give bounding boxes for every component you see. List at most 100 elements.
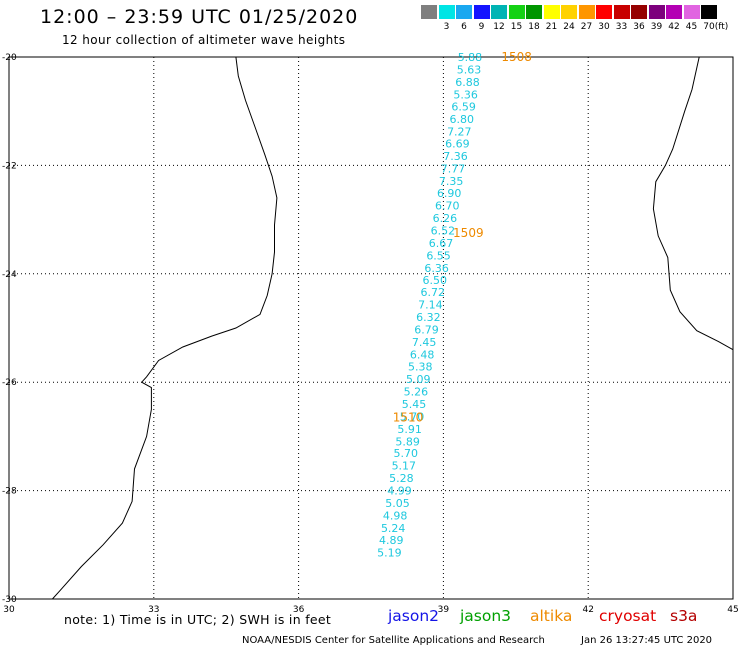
color-swatch	[701, 5, 717, 19]
wave-height-label: 5.09	[406, 373, 431, 386]
wave-height-label: 5.17	[392, 460, 417, 473]
time-label: 1509	[453, 226, 484, 240]
color-swatch	[578, 5, 595, 19]
legend-item-jason2: jason2	[388, 607, 440, 625]
legend-item-altika: altika	[530, 607, 573, 625]
chart-subtitle: 12 hour collection of altimeter wave hei…	[62, 33, 346, 47]
wave-height-label: 5.91	[397, 423, 422, 436]
lon-tick-label: 30	[3, 605, 15, 615]
color-swatch	[631, 5, 647, 19]
lon-tick-label: 33	[148, 605, 159, 615]
footnote: note: 1) Time is in UTC; 2) SWH is in fe…	[64, 612, 332, 627]
altika-track: 5.885.636.885.366.596.807.276.697.367.77…	[377, 51, 482, 559]
wave-height-label: 6.52	[431, 224, 456, 237]
coastline-africa_mainland	[52, 56, 278, 600]
wave-height-label: 6.72	[421, 286, 446, 299]
wave-height-label: 6.80	[449, 113, 474, 126]
time-labels: 1508 1509 1510	[393, 50, 532, 424]
wave-height-label: 4.99	[387, 485, 412, 498]
lat-tick-label: -28	[2, 487, 17, 497]
wave-height-label: 5.19	[377, 546, 402, 559]
legend-item-cryosat: cryosat	[599, 607, 657, 625]
color-scale-tick: 24	[563, 22, 575, 32]
color-scale-unit: (ft)	[714, 22, 729, 32]
color-scale-tick: 12	[493, 22, 505, 32]
color-swatch	[508, 5, 525, 19]
wave-height-label: 7.27	[447, 125, 472, 138]
lat-tick-label: -30	[2, 595, 17, 605]
wave-height-label: 6.32	[416, 311, 441, 324]
color-scale-tick: 39	[650, 22, 663, 32]
wave-height-label: 5.45	[402, 398, 427, 411]
time-label: 1510	[393, 410, 424, 424]
color-scale-tick: 9	[478, 22, 485, 32]
lat-lon-grid	[9, 57, 733, 599]
lon-tick-label: 39	[438, 605, 450, 615]
color-scale-tick: 3	[443, 22, 450, 32]
wave-height-label: 7.14	[418, 299, 443, 312]
lat-tick-label: -26	[2, 378, 17, 388]
wave-height-label: 6.55	[426, 249, 451, 262]
timestamp-text: Jan 26 13:27:45 UTC 2020	[581, 635, 713, 646]
chart-title: 12:00 – 23:59 UTC 01/25/2020	[40, 6, 359, 28]
color-scale-tick: 21	[545, 22, 558, 32]
lon-tick-label: 42	[582, 605, 593, 615]
color-scale-tick: 18	[528, 22, 540, 32]
color-swatch	[596, 5, 612, 19]
wave-height-label: 7.77	[441, 163, 466, 176]
wave-height-label: 5.24	[381, 522, 406, 535]
wave-height-label: 5.38	[408, 360, 433, 373]
wave-height-label: 6.79	[414, 324, 439, 337]
credit-text: NOAA/NESDIS Center for Satellite Applica…	[242, 635, 545, 646]
lon-tick-label: 45	[727, 605, 738, 615]
color-swatch	[648, 5, 665, 19]
coastline-madagascar	[652, 56, 734, 351]
lon-tick-label: 36	[293, 605, 305, 615]
wave-height-label: 6.48	[410, 349, 435, 362]
wave-height-label: 6.90	[437, 187, 462, 200]
legend-item-jason3: jason3	[460, 607, 512, 625]
color-swatch	[473, 5, 490, 19]
wave-height-label: 5.63	[457, 63, 482, 76]
color-scale-tick: 42	[668, 22, 680, 32]
color-swatch	[543, 5, 560, 19]
wave-height-label: 5.28	[389, 472, 414, 485]
map-frame	[8, 56, 734, 600]
color-scale-tick: 70	[703, 22, 715, 32]
color-swatch	[613, 5, 630, 19]
color-swatch	[456, 5, 472, 19]
color-scale-tick: 6	[461, 22, 467, 32]
wave-height-label: 6.50	[422, 274, 447, 287]
wave-height-label: 4.98	[383, 510, 408, 523]
color-swatch	[491, 5, 507, 19]
color-swatch	[526, 5, 542, 19]
wave-height-label: 4.89	[379, 534, 404, 547]
color-swatch	[666, 5, 682, 19]
color-scale-tick: 36	[633, 22, 645, 32]
wave-height-label: 6.59	[451, 100, 476, 113]
color-swatch	[421, 5, 437, 19]
wave-height-label: 6.67	[429, 237, 454, 250]
wave-height-label: 7.35	[439, 175, 464, 188]
wave-height-label: 7.36	[443, 150, 468, 163]
color-scale-tick: 33	[615, 22, 628, 32]
color-swatch	[561, 5, 577, 19]
coastline	[52, 56, 734, 600]
color-scale-tick: 27	[580, 22, 593, 32]
wave-height-label: 6.69	[445, 138, 470, 151]
wave-height-label: 6.88	[455, 76, 480, 89]
wave-height-label: 6.70	[435, 200, 460, 213]
wave-height-label: 5.70	[400, 410, 425, 423]
lat-tick-label: -24	[2, 270, 17, 280]
legend-item-s3a: s3a	[670, 607, 698, 625]
wave-height-label: 5.88	[458, 51, 483, 64]
axis-labels: 30 33 36 39 42 45 -20 -22 -24 -26 -28 -30	[2, 53, 739, 615]
wave-height-label: 5.36	[453, 88, 478, 101]
wave-height-label: 5.26	[404, 385, 429, 398]
lat-tick-label: -20	[2, 53, 17, 63]
lat-tick-label: -22	[2, 161, 17, 171]
color-scale-tick: 15	[510, 22, 523, 32]
color-swatch	[438, 5, 455, 19]
wave-height-label: 5.89	[395, 435, 420, 448]
